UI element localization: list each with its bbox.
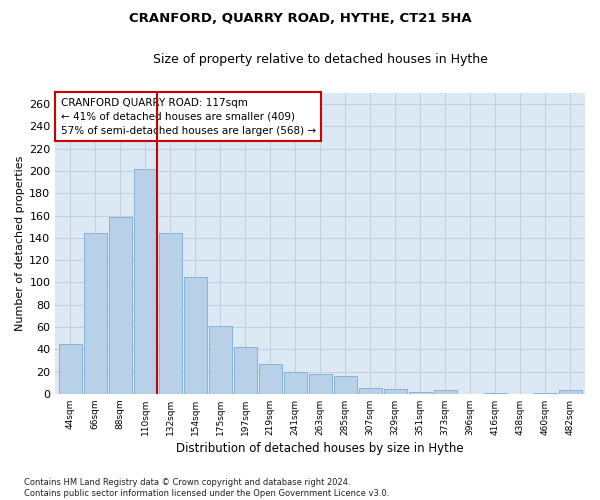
Y-axis label: Number of detached properties: Number of detached properties — [15, 156, 25, 331]
Text: CRANFORD QUARRY ROAD: 117sqm
← 41% of detached houses are smaller (409)
57% of s: CRANFORD QUARRY ROAD: 117sqm ← 41% of de… — [61, 98, 316, 136]
Title: Size of property relative to detached houses in Hythe: Size of property relative to detached ho… — [153, 52, 488, 66]
Bar — [159, 234, 182, 394]
Text: CRANFORD, QUARRY ROAD, HYTHE, CT21 5HA: CRANFORD, QUARRY ROAD, HYTHE, CT21 5HA — [128, 12, 472, 26]
Bar — [559, 390, 581, 394]
Bar — [284, 372, 307, 394]
Bar — [359, 388, 382, 394]
Bar — [84, 234, 107, 394]
Bar — [533, 392, 557, 394]
Bar — [109, 216, 132, 394]
Bar — [334, 376, 356, 394]
Text: Contains HM Land Registry data © Crown copyright and database right 2024.
Contai: Contains HM Land Registry data © Crown c… — [24, 478, 389, 498]
Bar — [184, 277, 206, 394]
Bar — [409, 392, 431, 394]
Bar — [233, 347, 257, 394]
Bar — [484, 392, 506, 394]
Bar — [259, 364, 281, 394]
Bar — [134, 169, 157, 394]
Bar — [434, 390, 457, 394]
Bar — [383, 390, 407, 394]
Bar — [209, 326, 232, 394]
Bar — [59, 344, 82, 394]
Bar — [308, 374, 332, 394]
X-axis label: Distribution of detached houses by size in Hythe: Distribution of detached houses by size … — [176, 442, 464, 455]
